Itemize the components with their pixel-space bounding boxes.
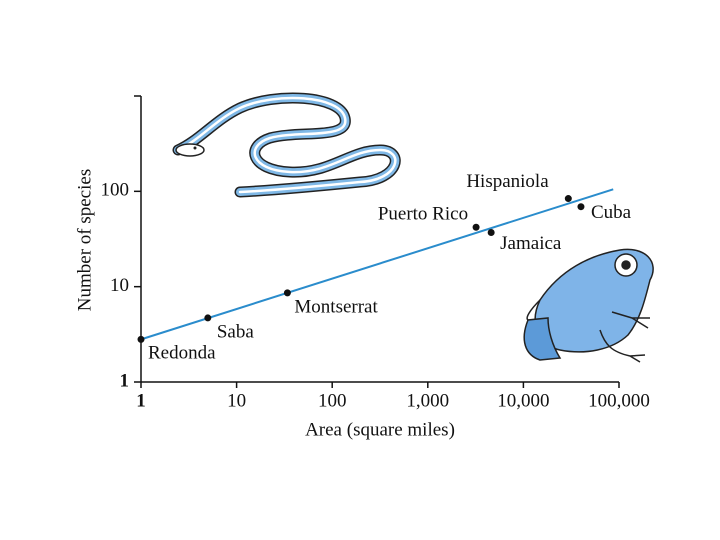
data-point bbox=[564, 195, 572, 203]
point-label: Puerto Rico bbox=[378, 204, 468, 225]
x-tick-label: 100,000 bbox=[588, 390, 650, 411]
x-tick-label: 10 bbox=[227, 390, 246, 411]
point-label: Montserrat bbox=[294, 296, 378, 317]
y-tick-label: 100 bbox=[101, 180, 130, 201]
frog-illustration bbox=[523, 248, 654, 363]
trend-line bbox=[140, 188, 614, 341]
point-label: Saba bbox=[217, 321, 255, 342]
data-point bbox=[472, 223, 480, 231]
y-tick-label: 1 bbox=[120, 370, 130, 391]
x-axis-title: Area (square miles) bbox=[305, 419, 455, 440]
x-tick-label: 100 bbox=[318, 390, 347, 411]
y-axis-title: Number of species bbox=[74, 169, 95, 311]
x-tick-label: 10,000 bbox=[497, 390, 549, 411]
point-label: Redonda bbox=[148, 343, 216, 364]
data-point bbox=[283, 289, 291, 297]
data-point bbox=[577, 203, 585, 211]
plot-area: 1 10 100 1,000 10,000 100,000 1 10 100 RedondaSab… bbox=[101, 171, 650, 411]
point-label: Cuba bbox=[591, 202, 632, 223]
x-tick-label: 1,000 bbox=[406, 390, 449, 411]
y-tick-label: 10 bbox=[110, 275, 129, 296]
point-label: Jamaica bbox=[500, 233, 562, 254]
snake-illustration bbox=[172, 92, 401, 198]
data-point bbox=[204, 314, 212, 322]
data-point bbox=[487, 228, 495, 236]
point-label: Hispaniola bbox=[466, 171, 549, 192]
x-tick-label: 1 bbox=[136, 390, 146, 411]
